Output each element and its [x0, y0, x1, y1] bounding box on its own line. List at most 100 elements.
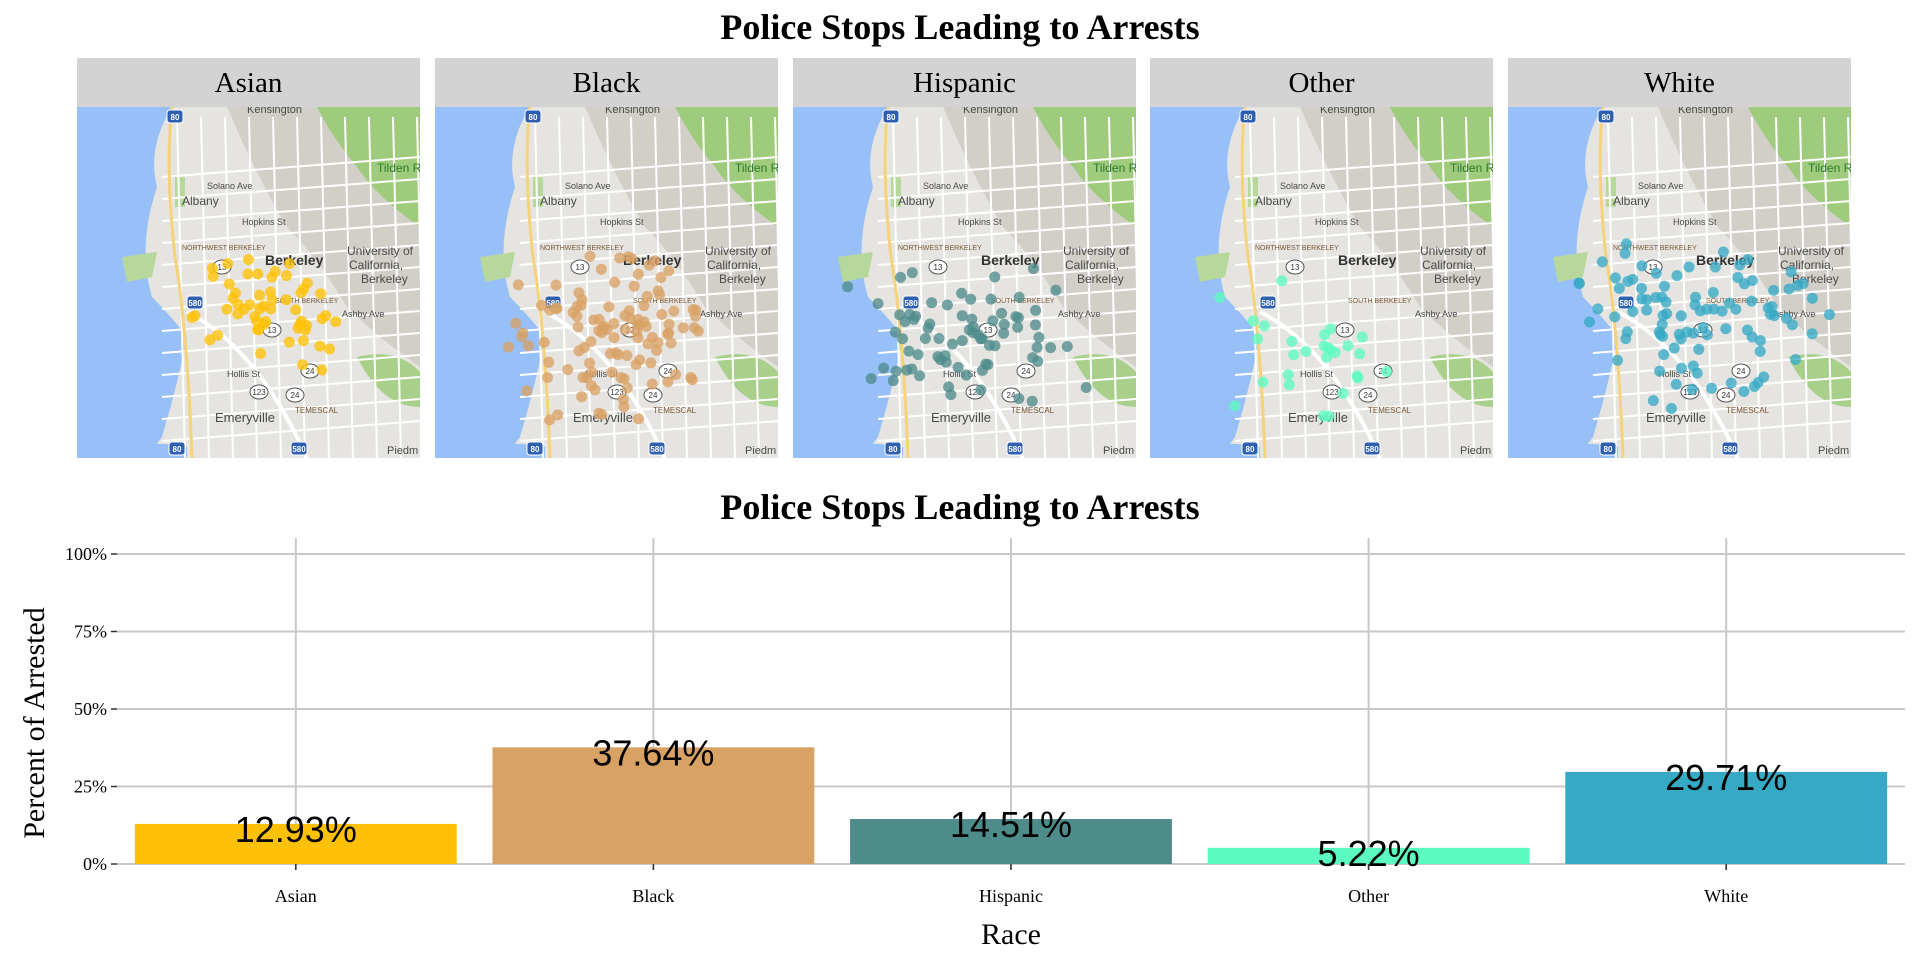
stop-point	[865, 373, 877, 385]
svg-text:13: 13	[1341, 326, 1350, 335]
bar-hispanic	[850, 819, 1172, 864]
stop-point	[663, 318, 675, 330]
svg-text:123: 123	[968, 388, 982, 397]
stop-point	[1080, 382, 1092, 393]
stop-point	[576, 391, 588, 403]
stop-point	[1342, 340, 1354, 352]
basemap-label: TEMESCAL	[1368, 406, 1412, 415]
basemap-label: Hopkins St	[1315, 217, 1359, 227]
stop-point	[1029, 319, 1041, 331]
svg-text:580: 580	[904, 299, 918, 308]
stop-point	[1300, 346, 1312, 357]
stop-point	[985, 293, 997, 305]
stop-point	[1768, 310, 1780, 322]
y-axis-title: Percent of Arrested	[18, 607, 51, 839]
stop-point	[1012, 321, 1024, 333]
stop-point	[595, 263, 607, 275]
stop-point	[922, 322, 934, 334]
stop-point	[1641, 294, 1653, 306]
basemap-label: Hopkins St	[1673, 217, 1717, 227]
svg-text:13: 13	[934, 263, 943, 272]
stop-point	[1050, 284, 1062, 296]
basemap-label: California,	[349, 258, 403, 272]
basemap-label: NORTHWEST BERKELEY	[182, 245, 266, 252]
stop-point	[1026, 395, 1038, 407]
stop-point	[230, 287, 241, 299]
basemap-label: Albany	[1613, 194, 1650, 208]
basemap-label: TEMESCAL	[1726, 406, 1770, 415]
stop-point	[1766, 301, 1778, 312]
basemap-label: Kensington	[247, 107, 302, 116]
svg-text:580: 580	[1365, 445, 1379, 454]
stop-point	[989, 271, 1001, 283]
stop-point	[645, 357, 657, 369]
basemap-label: SOUTH BERKELEY	[1706, 298, 1770, 305]
svg-text:80: 80	[887, 113, 896, 122]
stop-point	[255, 348, 267, 359]
basemap-label: Kensington	[605, 107, 660, 116]
stop-point	[1783, 283, 1795, 295]
stop-point	[280, 294, 292, 306]
stop-point	[1752, 376, 1764, 388]
stop-point	[662, 376, 674, 388]
svg-text:13: 13	[1649, 263, 1658, 272]
stop-point	[872, 298, 884, 310]
basemap-label: Kensington	[1678, 107, 1733, 116]
stop-point	[585, 380, 597, 392]
stop-point	[1707, 287, 1719, 298]
stop-point	[503, 341, 514, 353]
basemap-label: Solano Ave	[207, 181, 252, 191]
svg-text:13: 13	[576, 263, 585, 272]
svg-text:24: 24	[664, 367, 673, 376]
stop-point	[1657, 330, 1669, 342]
stop-point	[1584, 316, 1595, 328]
stop-point	[1746, 295, 1758, 307]
basemap-label: Hollis St	[1300, 369, 1334, 379]
map-panel-hispanic: Hispanic Kensington Albany Solano Ave Hopkin…	[793, 58, 1136, 458]
stop-point	[584, 357, 596, 369]
stop-point	[283, 336, 295, 348]
basemap-label: Berkeley	[1434, 272, 1481, 286]
stop-point	[1033, 331, 1045, 343]
stop-point	[544, 414, 556, 426]
svg-text:24: 24	[291, 391, 300, 400]
basemap-label: California,	[1422, 258, 1476, 272]
stop-point	[1706, 382, 1718, 394]
stop-point	[1675, 310, 1687, 322]
stop-point	[316, 364, 328, 376]
stop-point	[1658, 280, 1670, 292]
stop-point	[586, 366, 598, 378]
stop-point	[956, 310, 968, 322]
basemap-label: Piedm	[745, 445, 776, 457]
svg-text:80: 80	[529, 113, 538, 122]
panel-strip-label: Black	[435, 58, 778, 107]
stop-point	[956, 287, 968, 299]
stop-point	[626, 253, 638, 264]
stop-point	[609, 276, 621, 288]
stop-point	[1781, 312, 1792, 324]
bar-white	[1565, 771, 1888, 864]
basemap-label: Hollis St	[1658, 369, 1692, 379]
stop-point	[1356, 331, 1368, 343]
basemap-label: Emeryville	[1288, 410, 1348, 425]
stop-point	[1354, 348, 1366, 360]
basemap-label: Ashby Ave	[1058, 309, 1100, 319]
stop-point	[562, 364, 574, 376]
stop-point	[283, 258, 295, 270]
stop-point	[1027, 263, 1039, 275]
svg-text:13: 13	[268, 326, 277, 335]
stop-point	[1613, 282, 1625, 294]
basemap-label: Solano Ave	[1280, 181, 1325, 191]
stop-point	[1573, 278, 1585, 290]
basemap-label: NORTHWEST BERKELEY	[1613, 245, 1697, 252]
stop-point	[665, 337, 677, 349]
stop-point	[1627, 306, 1639, 317]
svg-text:24: 24	[306, 367, 315, 376]
stop-point	[573, 287, 585, 299]
svg-text:80: 80	[171, 113, 180, 122]
stop-point	[677, 322, 689, 334]
stop-point	[655, 272, 667, 283]
stop-point	[585, 336, 597, 348]
stop-point	[690, 304, 702, 316]
stop-point	[1596, 256, 1608, 268]
